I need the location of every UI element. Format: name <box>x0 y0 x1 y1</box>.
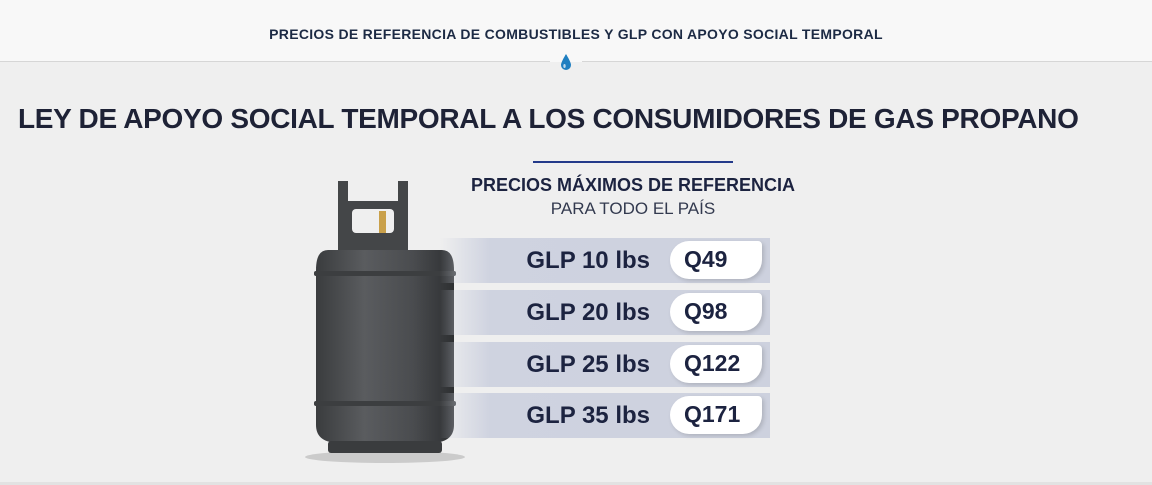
cylinder-size: GLP 25 lbs <box>526 351 650 378</box>
cylinder-size: GLP 35 lbs <box>526 402 650 429</box>
price-row: GLP 25 lbs Q122 <box>440 342 770 387</box>
header-title: PRECIOS DE REFERENCIA DE COMBUSTIBLES Y … <box>269 26 883 42</box>
drop-icon <box>561 54 571 70</box>
price-row: GLP 35 lbs Q171 <box>440 393 770 438</box>
title-underline <box>533 161 733 163</box>
page-title: LEY DE APOYO SOCIAL TEMPORAL A LOS CONSU… <box>18 103 1079 134</box>
divider-right <box>582 61 1152 62</box>
prices-subheading: PARA TODO EL PAÍS <box>550 199 716 218</box>
price-badge: Q49 <box>670 241 762 279</box>
cylinder-size: GLP 20 lbs <box>526 299 650 326</box>
prices-heading: PRECIOS MÁXIMOS DE REFERENCIA <box>470 175 796 195</box>
price-badge: Q122 <box>670 345 762 383</box>
price-row: GLP 10 lbs Q49 <box>440 238 770 283</box>
bottom-divider <box>0 482 1152 485</box>
gas-cylinder-image <box>305 181 465 463</box>
price-row: GLP 20 lbs Q98 <box>440 290 770 335</box>
price-badge: Q171 <box>670 396 762 434</box>
header-band <box>0 0 1152 62</box>
divider-left <box>0 61 550 62</box>
cylinder-size: GLP 10 lbs <box>526 247 650 274</box>
price-badge: Q98 <box>670 293 762 331</box>
